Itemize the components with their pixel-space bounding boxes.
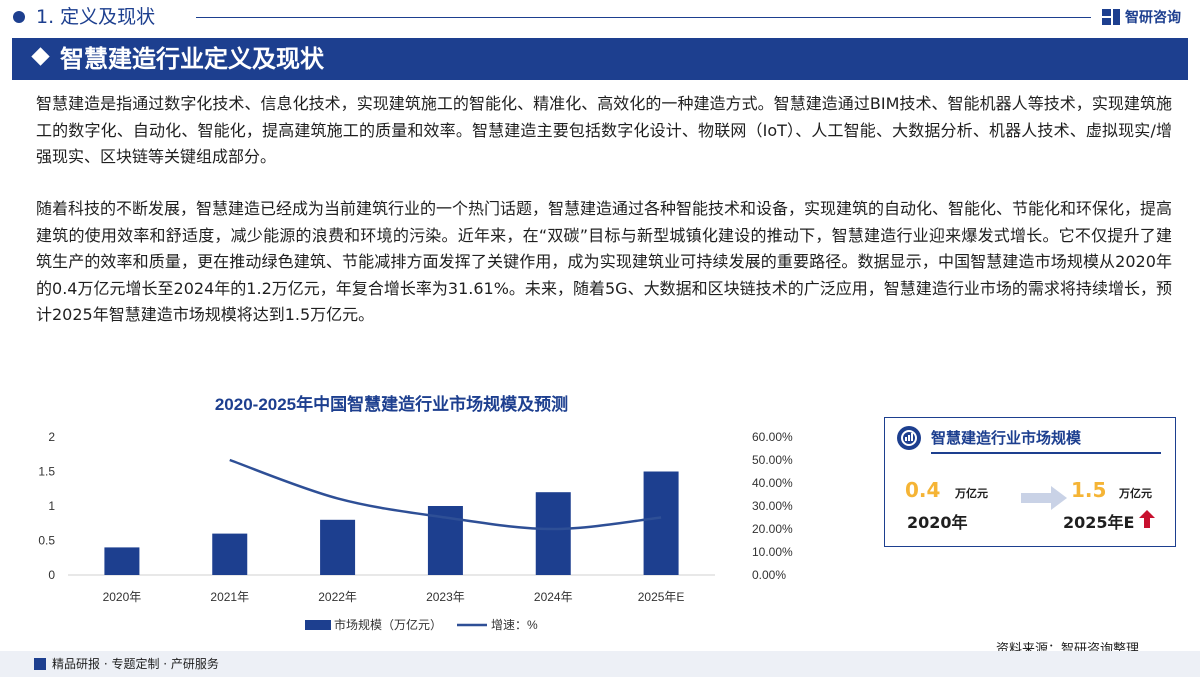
- brand-logo-icon: [1102, 9, 1120, 25]
- y-right-tick-label: 0.00%: [752, 568, 786, 582]
- top-bar: 1. 定义及现状 智研咨询: [0, 0, 1200, 34]
- footer-logo-icon: [34, 658, 46, 670]
- bar-2025年E: [643, 471, 679, 575]
- growth-arrow-icon: [1021, 486, 1067, 510]
- bar-2020年: [104, 547, 140, 575]
- legend-bar-label: 市场规模（万亿元）: [334, 617, 442, 632]
- legend-line-label: 增速：%: [491, 618, 538, 632]
- market-paragraph: 随着科技的不断发展，智慧建造已经成为当前建筑行业的一个热门话题，智慧建造通过各种…: [36, 199, 1173, 324]
- y-left-tick-label: 2: [48, 430, 55, 444]
- section-bullet-icon: [13, 11, 25, 23]
- card-unit-2020: 万亿元: [955, 487, 988, 500]
- bar-2022年: [320, 519, 356, 575]
- y-left-tick-label: 0: [48, 568, 55, 582]
- intro-paragraph: 智慧建造是指通过数字化技术、信息化技术，实现建筑施工的智能化、精准化、高效化的一…: [36, 94, 1172, 166]
- growth-rate-line: [229, 458, 662, 531]
- y-right-tick-label: 30.00%: [752, 499, 793, 513]
- card-value-2020: 0.4: [905, 478, 941, 502]
- card-header: 智慧建造行业市场规模: [885, 418, 1175, 458]
- card-title: 智慧建造行业市场规模: [931, 429, 1082, 447]
- market-size-card: 智慧建造行业市场规模 0.4 万亿元 2020年 1.5 万亿元 2025年E: [884, 417, 1176, 547]
- x-tick-label: 2022年: [318, 590, 357, 604]
- chart-title: 2020-2025年中国智慧建造行业市场规模及预测: [215, 394, 568, 414]
- card-year-2025: 2025年E: [1063, 513, 1135, 532]
- legend-bar-swatch: [305, 620, 331, 630]
- x-tick-label: 2020年: [103, 590, 142, 604]
- bar-2021年: [212, 533, 248, 575]
- x-tick-label: 2023年: [426, 590, 465, 604]
- y-right-tick-label: 60.00%: [752, 430, 793, 444]
- y-right-tick-label: 40.00%: [752, 476, 793, 490]
- up-arrow-icon: [1139, 510, 1155, 528]
- y-left-tick-label: 1: [48, 499, 55, 513]
- diamond-icon: [31, 47, 50, 66]
- y-right-tick-label: 50.00%: [752, 453, 793, 467]
- page-title: 智慧建造行业定义及现状: [60, 45, 324, 73]
- card-title-underline: [931, 452, 1161, 454]
- bottom-bar: 精品研报 · 专题定制 · 产研服务: [0, 651, 1200, 677]
- brand-logo: 智研咨询: [1101, 6, 1181, 28]
- y-left-tick-label: 1.5: [38, 465, 55, 479]
- y-right-tick-label: 10.00%: [752, 545, 793, 559]
- card-value-2025: 1.5: [1071, 478, 1107, 502]
- card-year-2020: 2020年: [907, 513, 968, 532]
- market-size-chart: 2020-2025年中国智慧建造行业市场规模及预测00.511.520.00%1…: [38, 394, 793, 632]
- y-left-tick-label: 0.5: [38, 534, 55, 548]
- x-tick-label: 2025年E: [638, 590, 685, 604]
- x-tick-label: 2024年: [534, 590, 573, 604]
- title-banner: 智慧建造行业定义及现状: [12, 38, 1188, 80]
- bar-2024年: [535, 492, 571, 575]
- card-unit-2025: 万亿元: [1119, 487, 1152, 500]
- section-label: 1. 定义及现状: [36, 6, 156, 28]
- brand-logo-text: 智研咨询: [1125, 10, 1181, 26]
- header-divider: [196, 17, 1091, 18]
- y-right-tick-label: 20.00%: [752, 522, 793, 536]
- chart-badge-icon: [897, 426, 921, 450]
- x-tick-label: 2021年: [210, 590, 249, 604]
- footer-text: 精品研报 · 专题定制 · 产研服务: [52, 657, 219, 671]
